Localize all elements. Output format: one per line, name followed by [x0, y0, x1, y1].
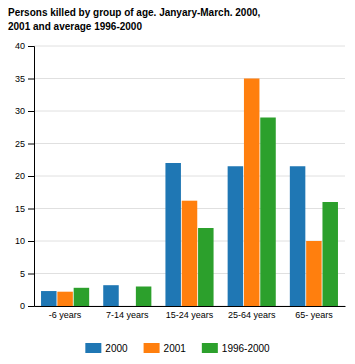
tick-label: 40 [15, 41, 25, 51]
bar [260, 118, 275, 307]
tick-label: 0 [20, 301, 25, 311]
tick-label: 7-14 years [106, 310, 149, 320]
series [57, 79, 321, 307]
legend-item: 2001 [144, 343, 187, 354]
legend-swatch [85, 343, 101, 353]
grid-line [34, 111, 345, 112]
tick: 25-64 years [228, 306, 276, 320]
title: Persons killed by group of age. Janyary-… [8, 7, 261, 18]
bar [74, 288, 89, 306]
x-axis: -6 years 7-14 years 15-24 years 25-64 years… [35, 306, 346, 320]
tick-label: 35 [15, 74, 25, 84]
bar [57, 292, 72, 306]
tick: 15 [15, 204, 34, 214]
tick-mark [28, 306, 34, 307]
legend-label: 2000 [105, 343, 128, 354]
tick: 20 [15, 171, 34, 181]
grid-line [34, 78, 345, 79]
bar [120, 306, 135, 307]
plot: 0 5 10 15 20 25 30 35 40 -6 years 7-14 years 15-24 … [15, 41, 346, 320]
tick-label: 15 [15, 204, 25, 214]
tick-mark [28, 79, 34, 80]
chart: Persons killed by group of age. Janyary-… [0, 0, 355, 364]
tick: 5 [20, 269, 34, 279]
bar [198, 228, 213, 306]
axis-line [28, 47, 35, 307]
tick-label: 15-24 years [166, 310, 214, 320]
tick-mark [28, 144, 34, 145]
legend-swatch [202, 343, 218, 353]
grid-line [34, 46, 345, 47]
tick: 25 [15, 139, 34, 149]
bar [228, 166, 243, 306]
bars [41, 79, 338, 307]
grid-line [34, 143, 345, 144]
tick: 35 [15, 74, 34, 84]
tick: 7-14 years [106, 306, 149, 320]
legend-item: 2000 [85, 343, 128, 354]
bar [290, 166, 305, 306]
tick: 65- years [295, 306, 333, 320]
tick-mark [28, 209, 34, 210]
subtitle: 2001 and average 1996-2000 [8, 21, 142, 32]
bar [182, 201, 197, 306]
legend-label: 2001 [164, 343, 187, 354]
legend-label: 1996-2000 [222, 343, 270, 354]
axis-line [35, 306, 346, 307]
legend-swatch [144, 343, 160, 353]
tick-mark [28, 274, 34, 275]
tick-mark [28, 176, 34, 177]
tick: -6 years [49, 306, 82, 320]
tick-mark [28, 46, 34, 47]
y-axis: 0 5 10 15 20 25 30 35 40 [15, 41, 35, 311]
bar [306, 241, 321, 306]
tick-mark [28, 111, 34, 112]
grid [34, 46, 345, 306]
tick: 10 [15, 236, 34, 246]
legend: 2000 2001 1996-2000 [85, 343, 270, 354]
tick-label: 20 [15, 171, 25, 181]
tick-label: 10 [15, 236, 25, 246]
series [74, 118, 338, 307]
bar [41, 291, 56, 306]
bar [136, 287, 151, 307]
bar [322, 202, 337, 306]
bar [165, 163, 180, 306]
tick: 0 [20, 301, 34, 311]
tick-label: 5 [20, 269, 25, 279]
bar [244, 79, 259, 307]
tick-label: -6 years [49, 310, 82, 320]
tick-mark [28, 241, 34, 242]
tick: 15-24 years [166, 306, 214, 320]
legend-item: 1996-2000 [202, 343, 270, 354]
tick-label: 65- years [295, 310, 333, 320]
tick: 30 [15, 106, 34, 116]
tick-label: 25-64 years [228, 310, 276, 320]
tick-label: 30 [15, 106, 25, 116]
bar [103, 285, 118, 306]
tick-label: 25 [15, 139, 25, 149]
tick: 40 [15, 41, 34, 51]
